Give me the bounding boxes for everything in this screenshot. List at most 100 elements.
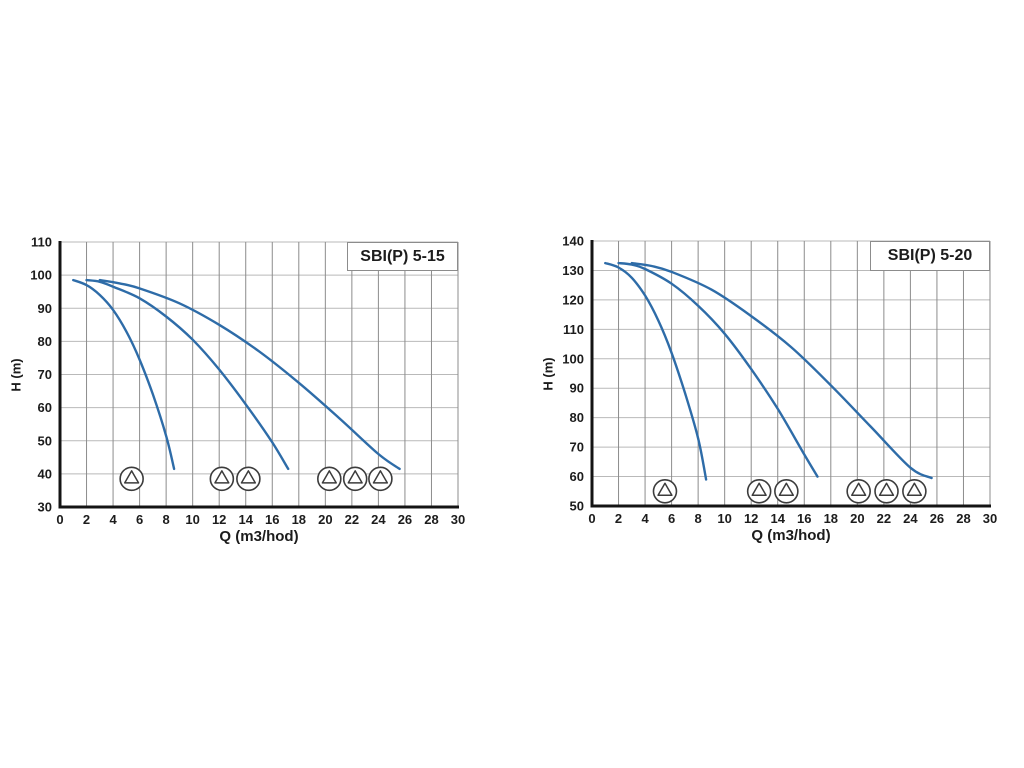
y-tick-label: 140 [562, 234, 584, 249]
x-tick-label: 2 [615, 511, 622, 526]
chart-title: SBI(P) 5-20 [887, 247, 973, 264]
pump-icon [236, 466, 261, 492]
pump-icon [209, 466, 235, 492]
pump-icon-circle [236, 466, 261, 492]
pump-icon-circle [119, 466, 144, 492]
y-tick-label: 100 [562, 351, 584, 366]
pump-icon-circle [209, 466, 235, 492]
x-tick-label: 28 [424, 512, 438, 527]
pump-curve-2-pumps [85, 278, 290, 471]
pump-icon [774, 478, 799, 504]
x-tick-label: 14 [770, 511, 785, 526]
pump-icon-circle [342, 466, 368, 492]
axes [58, 241, 459, 509]
x-tick-label: 20 [850, 511, 864, 526]
pump-icon [874, 478, 899, 504]
x-tick-label: 0 [588, 511, 595, 526]
pump-icon-triangle [878, 482, 895, 497]
pump-icon-triangle [751, 482, 767, 497]
pump-icon-triangle [906, 482, 923, 497]
pump-curve-1-pump [72, 278, 176, 471]
x-tick-label: 22 [345, 512, 359, 527]
x-tick-label: 8 [163, 512, 170, 527]
x-tick-label: 12 [212, 512, 226, 527]
pump-icon-circle [368, 466, 393, 492]
x-axis-label: Q (m3/hod) [751, 527, 831, 544]
x-tick-label: 12 [744, 511, 758, 526]
pump-icon [368, 466, 393, 492]
y-tick-label: 130 [562, 263, 584, 278]
x-tick-label: 30 [983, 511, 997, 526]
axes [590, 240, 991, 508]
x-tick-label: 28 [956, 511, 970, 526]
y-tick-label: 40 [38, 466, 52, 481]
x-tick-label: 18 [292, 512, 306, 527]
y-axis-label: H (m) [8, 358, 24, 392]
y-tick-label: 70 [38, 367, 52, 382]
pump-curve-2-pumps [617, 261, 819, 478]
pump-icon-triangle [778, 482, 795, 497]
pump-icon-triangle [214, 470, 230, 484]
x-tick-label: 4 [641, 511, 649, 526]
chart-title-badge: SBI(P) 5-20 [870, 241, 990, 271]
pump-icon [902, 478, 927, 504]
pump-icon [746, 478, 772, 504]
y-tick-label: 50 [38, 433, 52, 448]
x-tick-label: 16 [265, 512, 279, 527]
pump-icon-triangle [372, 470, 389, 484]
chart-panel-sbip-5-15: 30 40 50 60 70 80 90 100 110 0 2 4 6 8 10 12 14 16 18 20 22 2… [0, 228, 480, 560]
x-tick-label: 6 [668, 511, 675, 526]
y-tick-label: 120 [562, 292, 584, 307]
x-tick-label: 10 [185, 512, 199, 527]
pump-icon-circle [774, 478, 799, 504]
y-tick-label: 30 [38, 500, 52, 515]
pump-curves [604, 261, 933, 481]
pump-icon-circle [317, 466, 342, 492]
y-tick-label: 60 [570, 469, 584, 484]
grid-lines [592, 240, 991, 507]
pump-icon [652, 478, 678, 504]
x-tick-label: 26 [930, 511, 944, 526]
pump-symbols [652, 478, 927, 504]
pump-icon [119, 466, 144, 492]
pump-icon-circle [874, 478, 899, 504]
x-tick-label: 18 [824, 511, 838, 526]
y-tick-label: 90 [38, 301, 52, 316]
y-tick-label: 70 [570, 440, 584, 455]
x-tick-label: 24 [371, 512, 386, 527]
pump-icon-circle [746, 478, 772, 504]
chart-title-badge: SBI(P) 5-15 [347, 242, 458, 271]
x-tick-label: 6 [136, 512, 143, 527]
pump-icon-triangle [657, 482, 673, 497]
pump-curve-3-pumps [630, 261, 933, 480]
x-axis-label: Q (m3/hod) [219, 528, 299, 545]
x-tick-label: 4 [109, 512, 117, 527]
pump-icon-triangle [851, 482, 867, 497]
pump-symbols [119, 466, 393, 492]
y-tick-label: 80 [570, 410, 584, 425]
y-axis-label: H (m) [540, 357, 556, 391]
x-tick-label: 14 [238, 512, 253, 527]
pump-curve-1-pump [604, 261, 708, 481]
pump-icon [846, 478, 871, 504]
chart-title: SBI(P) 5-15 [360, 247, 445, 265]
y-tick-label: 110 [31, 235, 52, 250]
x-tick-label: 16 [797, 511, 811, 526]
x-tick-label: 8 [695, 511, 702, 526]
pump-icon-circle [902, 478, 927, 504]
y-tick-label: 80 [38, 334, 52, 349]
pump-icon-triangle [240, 470, 257, 484]
pump-icon-triangle [321, 470, 337, 484]
x-tick-label: 20 [318, 512, 332, 527]
x-tick-label: 30 [451, 512, 465, 527]
pump-icon-triangle [347, 470, 363, 484]
chart-panel-sbip-5-20: 50 60 70 80 90 100 110 120 130 140 0 2 4 6 8 10 12 14 16 18… [530, 228, 1010, 560]
pump-icon [317, 466, 342, 492]
pump-icon-triangle [123, 470, 140, 484]
y-tick-label: 90 [570, 381, 584, 396]
x-tick-label: 10 [717, 511, 731, 526]
